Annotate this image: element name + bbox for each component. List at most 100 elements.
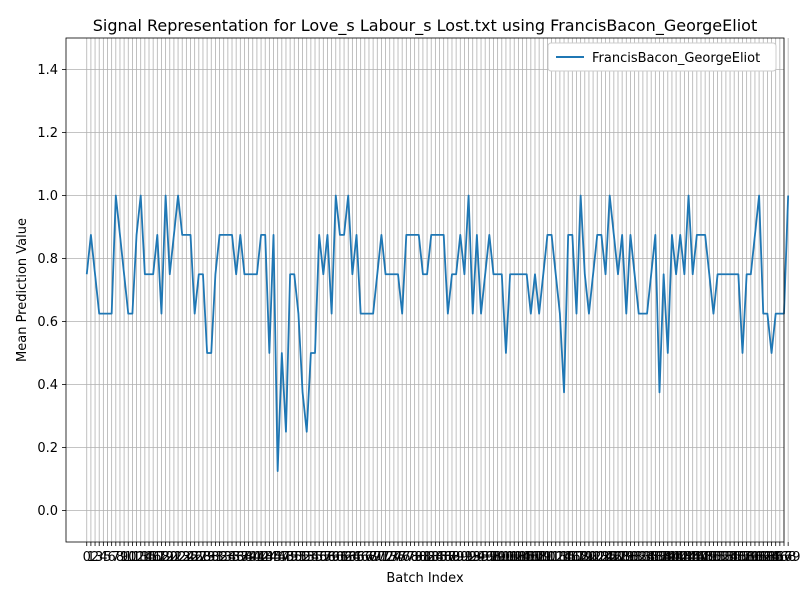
x-tick-label: 158 (730, 550, 755, 565)
x-tick-label: 134 (630, 550, 655, 565)
data-point (617, 273, 619, 275)
data-point (492, 273, 494, 275)
data-point (310, 352, 312, 354)
x-tick-label: 39 (240, 550, 257, 565)
x-tick-label: 26 (186, 550, 203, 565)
x-tick-label: 142 (664, 550, 689, 565)
data-point (442, 234, 444, 236)
x-tick-label: 130 (614, 550, 639, 565)
data-point (438, 234, 440, 236)
x-tick-label: 127 (601, 550, 626, 565)
x-tick-label: 34 (220, 550, 237, 565)
x-tick-label: 8 (116, 550, 124, 565)
x-tick-label: 114 (547, 550, 572, 565)
data-point (542, 273, 544, 275)
data-point (94, 273, 96, 275)
x-tick-label: 29 (199, 550, 216, 565)
data-point (173, 234, 175, 236)
data-point (654, 234, 656, 236)
data-point (546, 234, 548, 236)
x-tick-label: 119 (568, 550, 593, 565)
plot-frame (65, 37, 785, 543)
data-point (397, 273, 399, 275)
y-tick-label: 0.8 (37, 252, 58, 267)
x-tick-label: 92 (460, 550, 477, 565)
x-tick-label: 111 (535, 550, 560, 565)
data-point (563, 391, 565, 393)
x-tick-label: 117 (560, 550, 585, 565)
x-tick-label: 135 (635, 550, 660, 565)
data-point (181, 234, 183, 236)
x-tick-label: 28 (195, 550, 212, 565)
data-point (509, 273, 511, 275)
x-tick-label: 78 (402, 550, 419, 565)
x-tick-label: 93 (464, 550, 481, 565)
x-tick-label: 129 (610, 550, 635, 565)
data-point (160, 312, 162, 314)
x-tick-label: 46 (269, 550, 286, 565)
x-tick-label: 109 (527, 550, 552, 565)
x-tick-label: 150 (697, 550, 722, 565)
data-point (787, 194, 789, 196)
data-point (567, 234, 569, 236)
x-tick-label: 21 (166, 550, 183, 565)
x-tick-label: 141 (660, 550, 685, 565)
x-tick-label: 120 (572, 550, 597, 565)
data-point (555, 273, 557, 275)
data-point (393, 273, 395, 275)
x-tick-label: 118 (564, 550, 589, 565)
data-point (451, 273, 453, 275)
x-tick-label: 104 (506, 550, 531, 565)
x-tick-label: 67 (357, 550, 374, 565)
data-point (704, 234, 706, 236)
data-point (359, 312, 361, 314)
x-tick-label: 25 (182, 550, 199, 565)
data-point (152, 273, 154, 275)
data-point (733, 273, 735, 275)
x-tick-label: 107 (518, 550, 543, 565)
data-point (762, 312, 764, 314)
data-point (484, 273, 486, 275)
data-point (210, 352, 212, 354)
x-tick-label: 165 (759, 550, 784, 565)
data-point (401, 312, 403, 314)
x-tick-label: 112 (539, 550, 564, 565)
x-tick-label: 18 (153, 550, 170, 565)
x-tick-label: 2 (91, 550, 99, 565)
x-tick-label: 37 (232, 550, 249, 565)
data-point (223, 234, 225, 236)
x-tick-label: 106 (514, 550, 539, 565)
x-tick-label: 10 (120, 550, 137, 565)
x-tick-label: 148 (689, 550, 714, 565)
data-point (285, 431, 287, 433)
data-point (729, 273, 731, 275)
data-point (185, 234, 187, 236)
data-point (525, 273, 527, 275)
x-tick-label: 159 (734, 550, 759, 565)
data-point (667, 352, 669, 354)
data-point (389, 273, 391, 275)
data-point (106, 312, 108, 314)
x-tick-label: 54 (303, 550, 320, 565)
x-tick-label: 80 (411, 550, 428, 565)
data-point (272, 234, 274, 236)
x-tick-label: 145 (676, 550, 701, 565)
data-point (110, 312, 112, 314)
data-point (231, 234, 233, 236)
y-tick-label: 1.2 (37, 126, 58, 141)
x-tick-label: 151 (701, 550, 726, 565)
x-tick-label: 70 (369, 550, 386, 565)
x-tick-label: 156 (722, 550, 747, 565)
data-point (301, 391, 303, 393)
data-point (455, 273, 457, 275)
x-tick-label: 56 (311, 550, 328, 565)
data-point (148, 273, 150, 275)
x-tick-label: 131 (618, 550, 643, 565)
x-tick-label: 144 (672, 550, 697, 565)
data-point (480, 312, 482, 314)
x-tick-label: 162 (747, 550, 772, 565)
x-tick-label: 52 (294, 550, 311, 565)
x-tick-label: 79 (406, 550, 423, 565)
x-tick-label: 146 (680, 550, 705, 565)
